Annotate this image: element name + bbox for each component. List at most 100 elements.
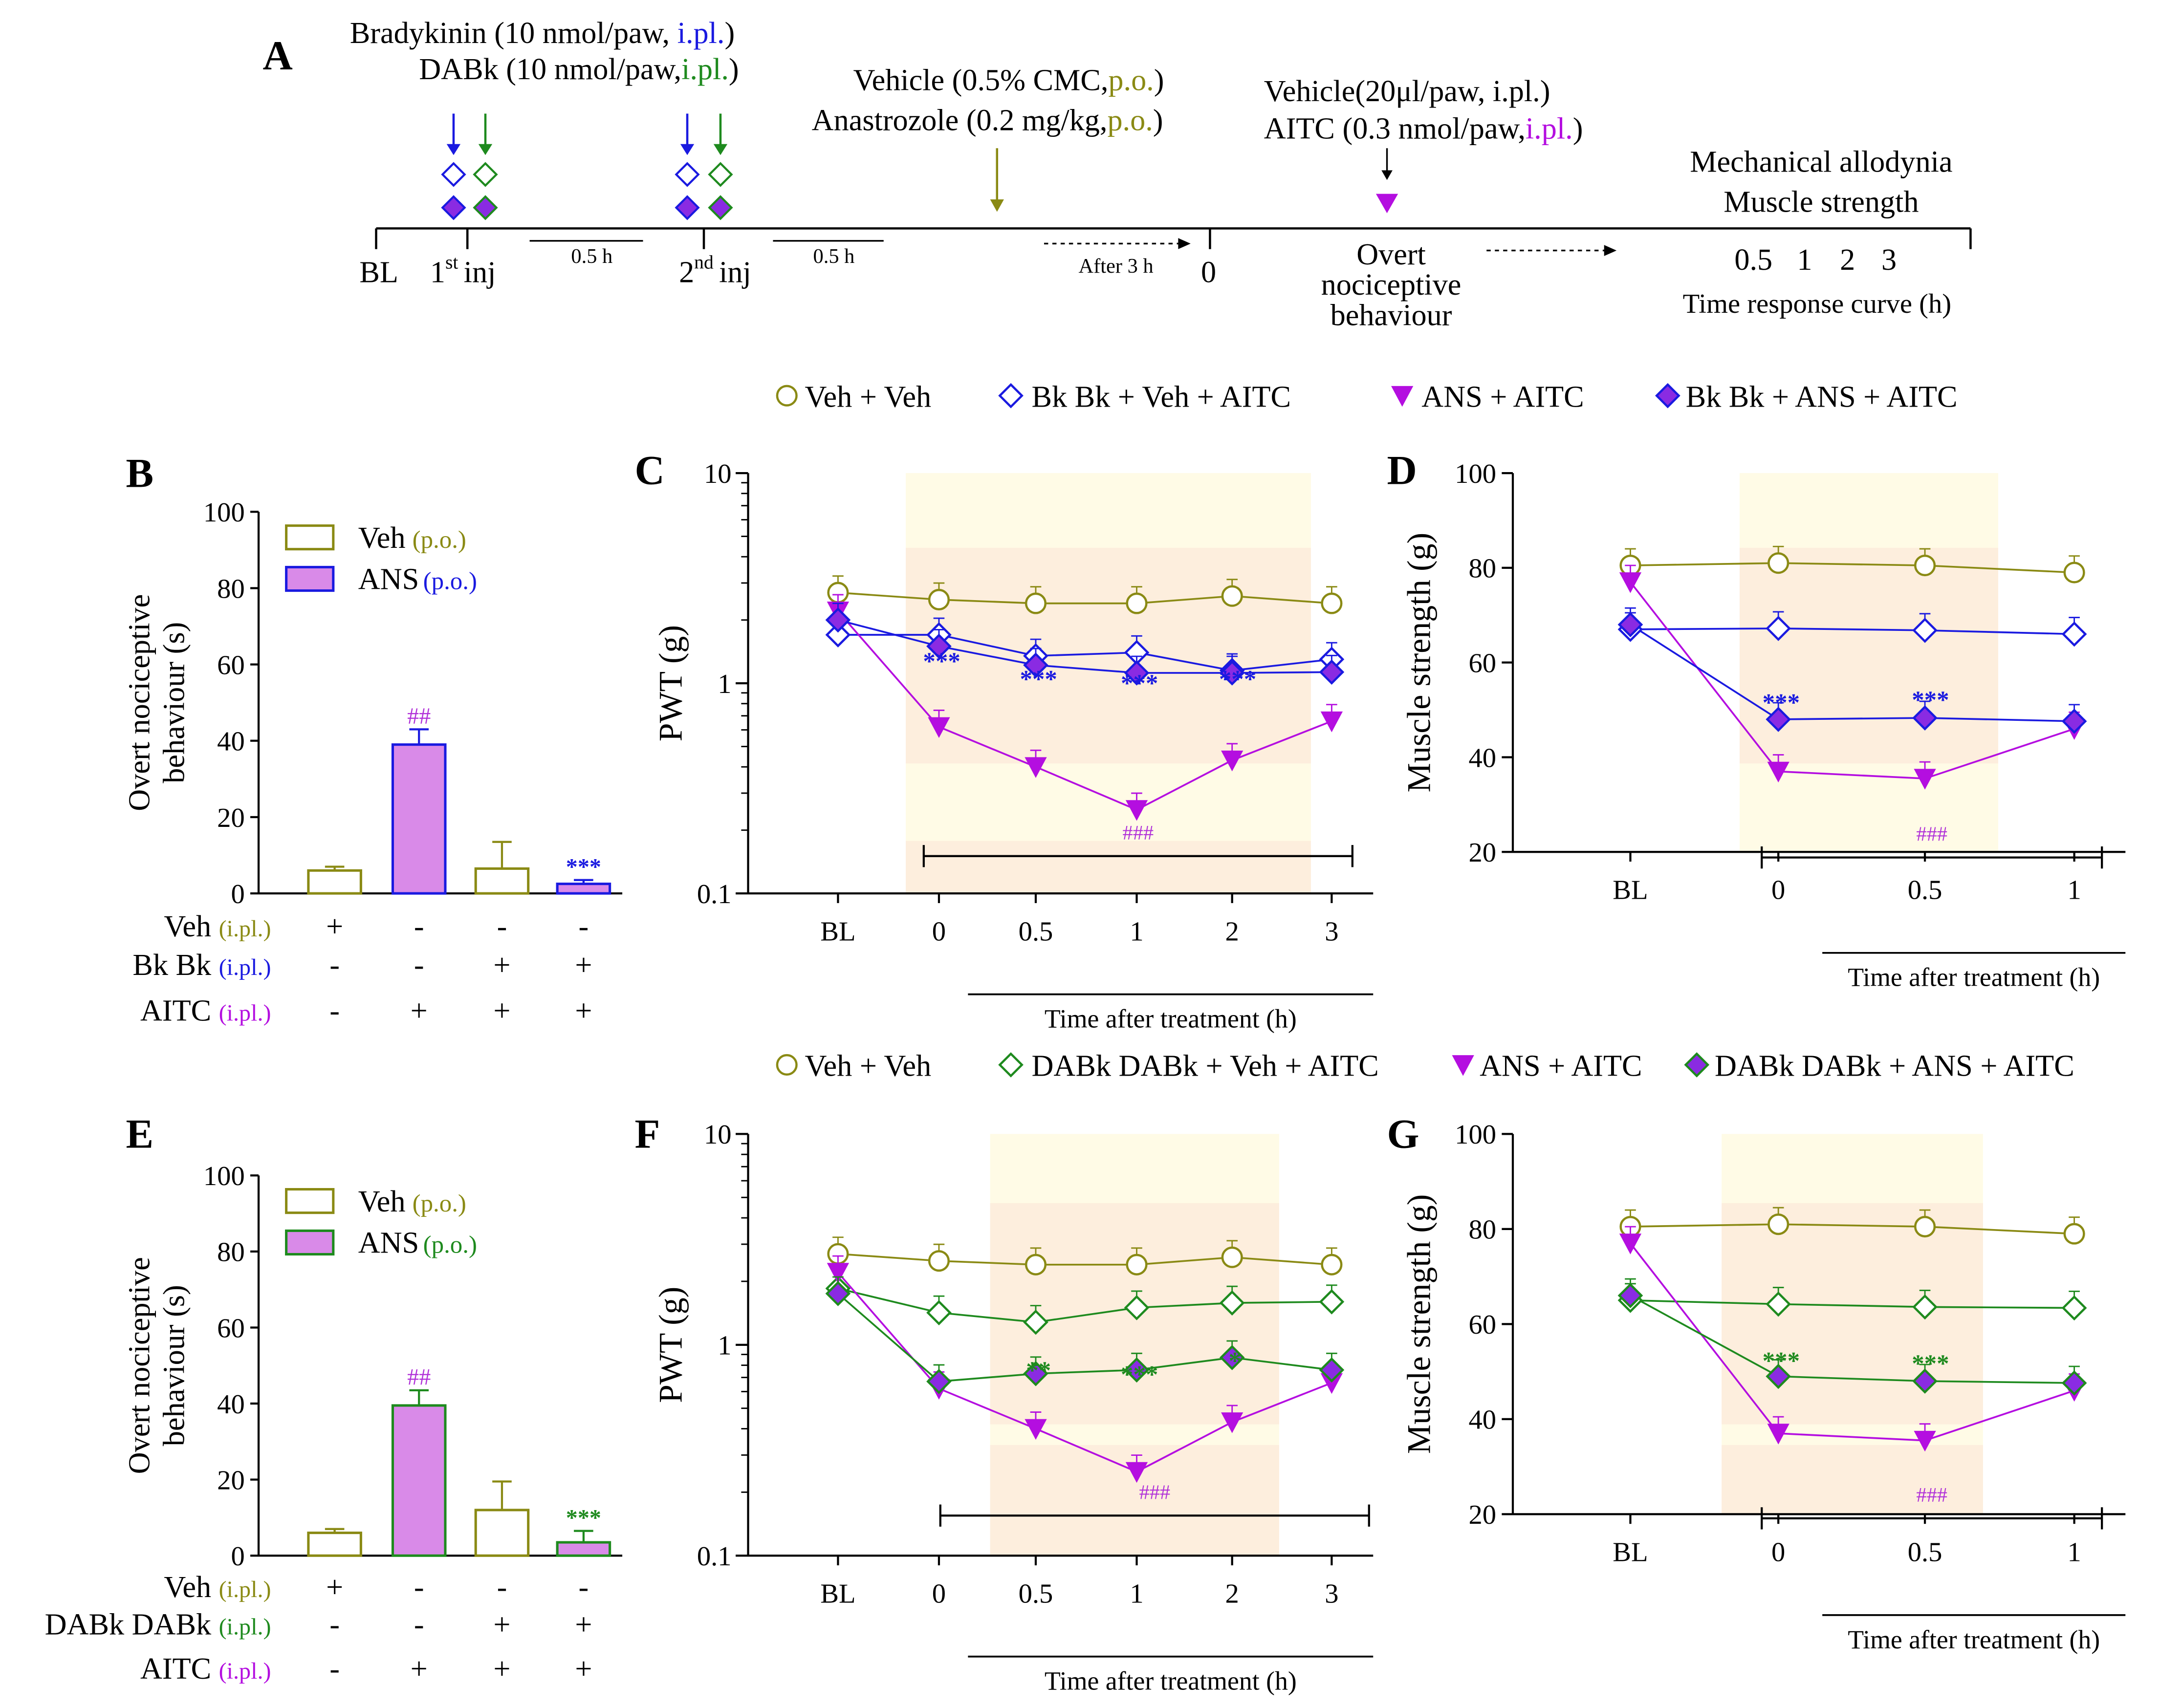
series-line xyxy=(1630,1223,2074,1235)
legend-route: (p.o.) xyxy=(413,1190,466,1217)
interval-label-2: 0.5 h xyxy=(813,245,855,268)
x-tick-label: 1 xyxy=(2067,1537,2081,1568)
series-line xyxy=(838,634,1332,671)
x-tick-label: 2 xyxy=(1225,916,1239,947)
significance-label: ### xyxy=(1916,1484,1947,1507)
x-tick-label: BL xyxy=(1613,875,1648,905)
row-name: AITC xyxy=(140,1652,219,1686)
x-axis-label: Time after treatment (h) xyxy=(1045,1666,1297,1696)
panel-label-d: D xyxy=(1387,448,1417,494)
treatment-sign: - xyxy=(414,1571,424,1604)
panel-label-a: A xyxy=(263,33,293,79)
treatment-sign: - xyxy=(497,1571,507,1604)
legend-marker-bk-veh xyxy=(998,383,1024,409)
legend-label: DABk DABk + Veh + AITC xyxy=(1031,1050,1378,1083)
shaded-band xyxy=(906,547,1311,764)
y-tick-label: 0.1 xyxy=(697,1541,732,1572)
arrowhead xyxy=(680,144,695,155)
data-point xyxy=(2061,621,2087,647)
treatment-sign: - xyxy=(414,910,424,943)
arrowhead xyxy=(713,144,728,155)
legend-swatch-ans xyxy=(285,565,335,592)
overt-label-3: behaviour xyxy=(1331,299,1452,332)
aitc-injection-text: AITC (0.3 nmol/paw,i.pl.) xyxy=(1264,112,1583,145)
legend-text: ANS xyxy=(358,563,419,596)
data-point xyxy=(1766,1291,1791,1317)
x-tick-label: 0.5 xyxy=(1019,916,1053,947)
y-tick-label: 20 xyxy=(217,1465,245,1495)
legend-marker-dabk-ans xyxy=(1684,1052,1710,1078)
treatment-sign: + xyxy=(575,994,592,1027)
time-tick-label: 1 xyxy=(1797,243,1812,277)
data-point xyxy=(1025,1419,1047,1440)
y-tick-label: 80 xyxy=(217,1237,245,1268)
legend-label: DABk DABk + ANS + AITC xyxy=(1715,1050,2074,1083)
data-point xyxy=(825,1281,851,1306)
data-point xyxy=(928,717,950,738)
legend-text: Veh xyxy=(358,1185,406,1218)
y-tick-label: 60 xyxy=(1468,1310,1496,1340)
y-tick-label: 20 xyxy=(1468,838,1496,868)
series-line xyxy=(1630,562,2074,574)
series-line xyxy=(1630,1295,2074,1384)
data-point xyxy=(1914,554,1936,577)
series-line xyxy=(1630,581,2075,779)
treatment-sign: + xyxy=(493,1652,510,1686)
treatment-sign: - xyxy=(329,949,340,982)
data-point xyxy=(825,622,851,648)
data-point xyxy=(1319,1289,1345,1315)
row-route: (i.pl.) xyxy=(219,1614,271,1640)
bk-filled-diamond-marker xyxy=(675,195,700,220)
bar xyxy=(307,869,362,895)
significance-label: *** xyxy=(1219,666,1256,693)
data-point xyxy=(1124,1295,1150,1320)
legend-label: Veh (p.o.) xyxy=(358,1185,466,1218)
data-point xyxy=(1124,1357,1150,1383)
bk-injection-text: Bradykinin (10 nmol/paw, i.pl.) xyxy=(350,17,735,50)
panel-label-c: C xyxy=(635,448,665,494)
legend-label: ANS + AITC xyxy=(1480,1050,1642,1083)
after-3h-label: After 3 h xyxy=(1078,255,1153,278)
data-point xyxy=(926,1300,952,1325)
data-point xyxy=(1914,1430,1936,1452)
data-point xyxy=(825,607,851,633)
interval-label-1: 0.5 h xyxy=(571,245,612,268)
treatment-sign: - xyxy=(578,1571,589,1604)
y-tick-label: 10 xyxy=(704,1120,732,1150)
data-point xyxy=(1221,1246,1243,1268)
oral-anastrozole-text: Anastrozole (0.2 mg/kg,p.o.) xyxy=(812,104,1163,137)
row-name: Bk Bk xyxy=(132,949,218,982)
y-tick-label: 100 xyxy=(203,1161,245,1191)
legend-marker-ans xyxy=(1391,386,1414,407)
series-line xyxy=(1630,627,2074,635)
x-tick-label: 0.5 xyxy=(1908,875,1942,905)
y-tick-label: 0 xyxy=(231,879,244,909)
data-point xyxy=(2063,1223,2085,1245)
legend-route: (p.o.) xyxy=(423,568,477,595)
y-tick-label: 1 xyxy=(718,1331,731,1361)
treatment-sign: + xyxy=(493,994,510,1027)
x-tick-label: 0 xyxy=(1771,1537,1785,1568)
bk-open-diamond-marker xyxy=(441,162,466,187)
x-axis-label: Time after treatment (h) xyxy=(1848,963,2100,992)
treatment-sign: - xyxy=(497,910,507,943)
bk-open-diamond-marker xyxy=(675,162,700,187)
data-point xyxy=(1126,1254,1148,1276)
treatment-row-label: Bk Bk (i.pl.) xyxy=(132,949,271,982)
data-point xyxy=(2061,1370,2087,1396)
series-line xyxy=(1630,1242,2075,1442)
row-route: (i.pl.) xyxy=(219,916,271,942)
significance-label: *** xyxy=(1912,1350,1949,1378)
treatment-sign: + xyxy=(411,994,428,1027)
time-zero-label: 0 xyxy=(1201,256,1216,289)
overt-label-1: Overt xyxy=(1356,238,1426,271)
row-name: DABk DABk xyxy=(45,1608,219,1642)
x-axis-label: Time after treatment (h) xyxy=(1045,1004,1297,1034)
data-point xyxy=(1617,1283,1643,1308)
bk-filled-diamond-marker xyxy=(441,195,466,220)
data-point xyxy=(1321,592,1343,614)
significance-label: *** xyxy=(566,854,601,880)
significance-label: ** xyxy=(1026,1357,1051,1384)
series-line xyxy=(837,1287,1332,1323)
